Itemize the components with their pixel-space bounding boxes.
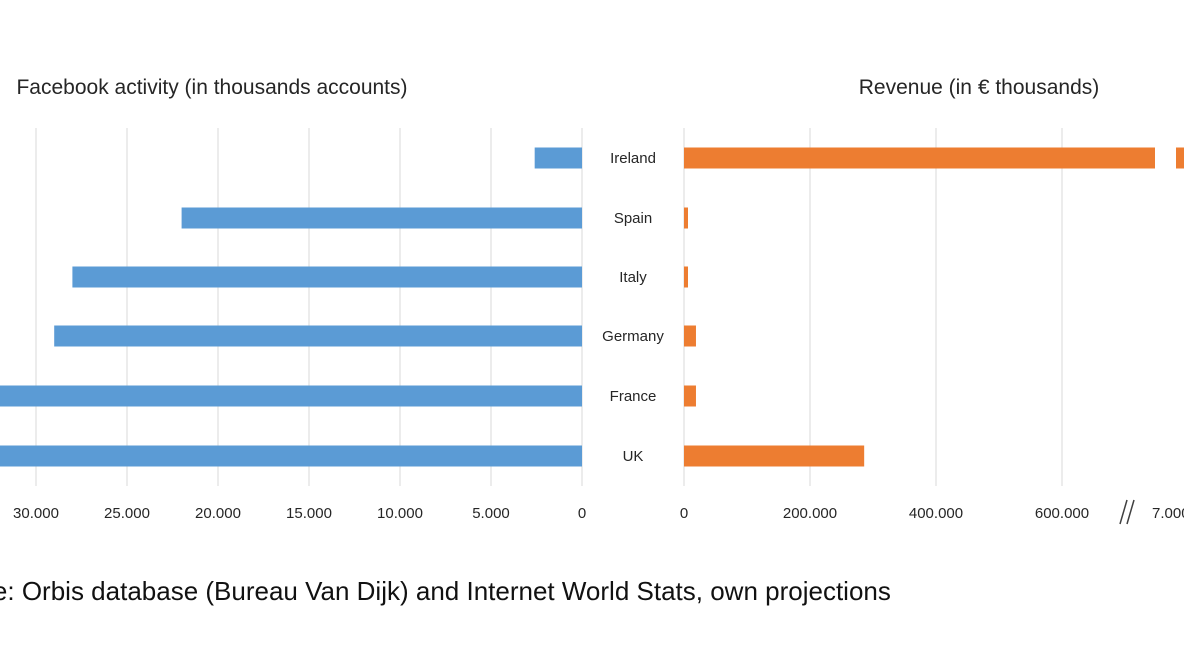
left-bar-italy [72, 266, 583, 288]
left-bar-ireland [534, 147, 582, 169]
left-tick-label: 20.000 [195, 505, 241, 522]
right-tick-label: 400.000 [909, 505, 963, 522]
left-tick-label: 10.000 [377, 505, 423, 522]
left-bar-spain [181, 207, 582, 229]
left-panel-tick-labels: 30.000 25.000 20.000 15.000 10.000 5.000 0 [13, 505, 586, 522]
right-tick-label: 200.000 [783, 505, 837, 522]
category-label: Ireland [610, 150, 656, 167]
left-panel-gridlines [35, 128, 583, 486]
right-bar-uk [684, 445, 865, 467]
left-tick-label: 5.000 [472, 505, 510, 522]
right-panel-gridlines [683, 128, 1063, 486]
category-labels: Ireland Spain Italy Germany France UK [602, 150, 664, 465]
right-bar-france [684, 385, 696, 407]
right-tick-label: 7.000.000 [1152, 505, 1184, 522]
right-tick-label: 0 [680, 505, 688, 522]
category-label: Spain [614, 210, 652, 227]
right-bar-germany [684, 325, 696, 347]
left-chart-title: Facebook activity (in thousands accounts… [16, 76, 407, 99]
right-tick-label: 600.000 [1035, 505, 1089, 522]
left-tick-label: 15.000 [286, 505, 332, 522]
category-label: France [610, 388, 657, 405]
right-panel-tick-labels: 0 200.000 400.000 600.000 7.000.000 [680, 505, 1184, 522]
right-bar-spain [684, 207, 688, 229]
source-note: Source: Orbis database (Bureau Van Dijk)… [0, 576, 891, 606]
category-label: UK [623, 448, 644, 465]
axis-break-icon [1119, 499, 1135, 525]
left-panel-bars [0, 147, 583, 467]
category-label: Germany [602, 328, 664, 345]
right-chart-title: Revenue (in € thousands) [859, 76, 1100, 99]
left-bar-uk [0, 445, 583, 467]
right-bar-ireland [684, 147, 1155, 169]
left-tick-label: 30.000 [13, 505, 59, 522]
right-bar-italy [684, 266, 688, 288]
right-panel-bars [684, 147, 1184, 467]
left-bar-france [0, 385, 583, 407]
right-bar-ireland-continued [1176, 147, 1184, 169]
left-bar-germany [54, 325, 582, 347]
left-tick-label: 25.000 [104, 505, 150, 522]
category-label: Italy [619, 269, 647, 286]
left-tick-label: 0 [578, 505, 586, 522]
